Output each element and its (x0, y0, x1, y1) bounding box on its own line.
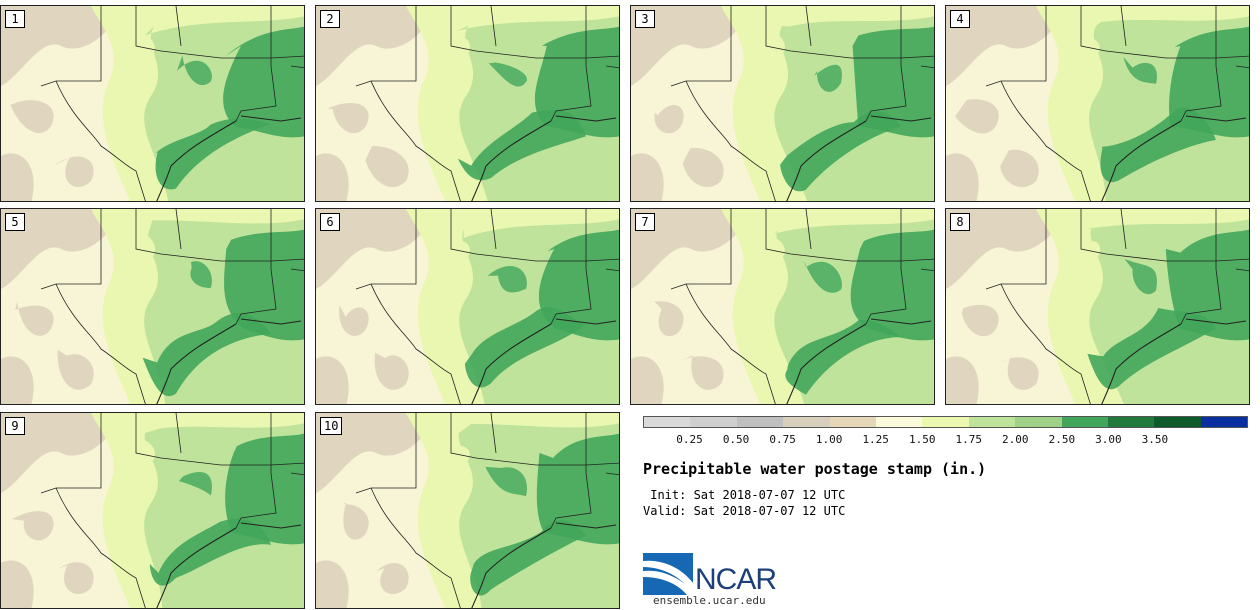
map-panel: 1 (0, 5, 305, 202)
colorbar-segment (783, 417, 830, 427)
colorbar-segment (690, 417, 737, 427)
valid-time: Valid: Sat 2018-07-07 12 UTC (643, 504, 846, 518)
colorbar-segment (1200, 417, 1248, 427)
map-panel: 4 (945, 5, 1250, 202)
panel-number: 5 (5, 213, 25, 231)
colorbar-tick: 2.50 (1048, 433, 1076, 446)
map-panel: 8 (945, 208, 1250, 405)
colorbar-tick: 1.75 (955, 433, 983, 446)
map-panel: 5 (0, 208, 305, 405)
panel-number: 9 (5, 417, 25, 435)
colorbar-tick: 0.25 (676, 433, 703, 446)
map-panel: 9 (0, 412, 305, 609)
panel-number: 6 (320, 213, 340, 231)
colorbar-tick: 1.50 (908, 433, 936, 446)
colorbar-segment (1061, 417, 1108, 427)
map-panel: 10 (315, 412, 620, 609)
panel-number: 3 (635, 10, 655, 28)
panel-number: 2 (320, 10, 340, 28)
colorbar-tick: 3.50 (1141, 433, 1169, 446)
init-time: Init: Sat 2018-07-07 12 UTC (643, 488, 846, 502)
panel-number: 10 (320, 417, 343, 435)
colorbar-segment (922, 417, 969, 427)
colorbar-tick: 0.50 (722, 433, 750, 446)
chart-title: Precipitable water postage stamp (in.) (643, 460, 987, 478)
panel-number: 8 (950, 213, 970, 231)
colorbar-segment (1015, 417, 1062, 427)
colorbar-segment (968, 417, 1016, 427)
colorbar-segment (1154, 417, 1201, 427)
colorbar-segment (644, 417, 691, 427)
colorbar-tick: 1.25 (862, 433, 889, 446)
panel-number: 7 (635, 213, 655, 231)
map-panel: 6 (315, 208, 620, 405)
panel-number: 1 (5, 10, 25, 28)
ncar-logo-text: NCAR (695, 563, 777, 596)
site-url: ensemble.ucar.edu (653, 594, 766, 607)
panel-number: 4 (950, 10, 970, 28)
colorbar (643, 416, 1248, 428)
colorbar-segment (829, 417, 876, 427)
map-panel: 2 (315, 5, 620, 202)
colorbar-tick: 2.00 (1002, 433, 1029, 446)
colorbar-segment (875, 417, 923, 427)
map-panel: 7 (630, 208, 935, 405)
colorbar-tick: 1.00 (815, 433, 843, 446)
colorbar-tick: 0.75 (769, 433, 796, 446)
colorbar-tick: 3.00 (1095, 433, 1122, 446)
colorbar-segment (736, 417, 784, 427)
map-panel: 3 (630, 5, 935, 202)
ncar-logo-icon (643, 553, 693, 595)
colorbar-segment (1107, 417, 1155, 427)
